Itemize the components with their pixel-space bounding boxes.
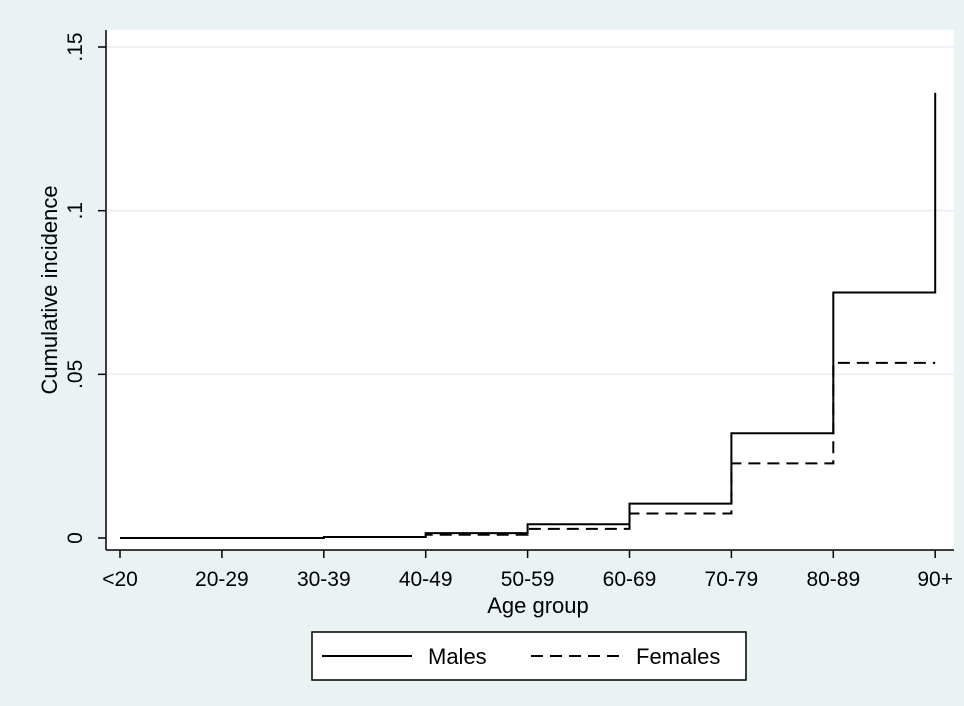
- legend-label-females: Females: [636, 644, 720, 669]
- y-tick-label-2: .1: [64, 202, 87, 220]
- x-tick-label-1: 20-29: [195, 568, 249, 591]
- x-tick-label-7: 80-89: [806, 568, 860, 591]
- axes: [98, 30, 954, 558]
- series-lines: [120, 92, 937, 539]
- legend-label-males: Males: [428, 644, 487, 669]
- x-tick-label-8: 90+: [917, 568, 953, 591]
- tick-labels: 0 .05 .1 .15 <20 20-29 30-39 40-49 50-59 60-69 70-…: [64, 32, 953, 591]
- gridlines: [106, 46, 954, 376]
- x-tick-label-4: 50-59: [501, 568, 555, 591]
- y-tick-label-1: .05: [64, 360, 87, 389]
- series-line-males: [120, 92, 937, 539]
- x-tick-label-2: 30-39: [297, 568, 351, 591]
- x-tick-label-6: 70-79: [705, 568, 759, 591]
- y-tick-label-0: 0: [64, 532, 87, 544]
- x-tick-label-0: <20: [102, 568, 138, 591]
- legend: Males Females: [311, 631, 747, 681]
- y-tick-label-3: .15: [64, 32, 87, 61]
- x-tick-label-5: 60-69: [603, 568, 657, 591]
- x-axis-title: Age group: [487, 593, 589, 618]
- plot-area: [106, 30, 954, 550]
- x-tick-label-3: 40-49: [399, 568, 453, 591]
- y-axis-title: Cumulative incidence: [37, 185, 62, 394]
